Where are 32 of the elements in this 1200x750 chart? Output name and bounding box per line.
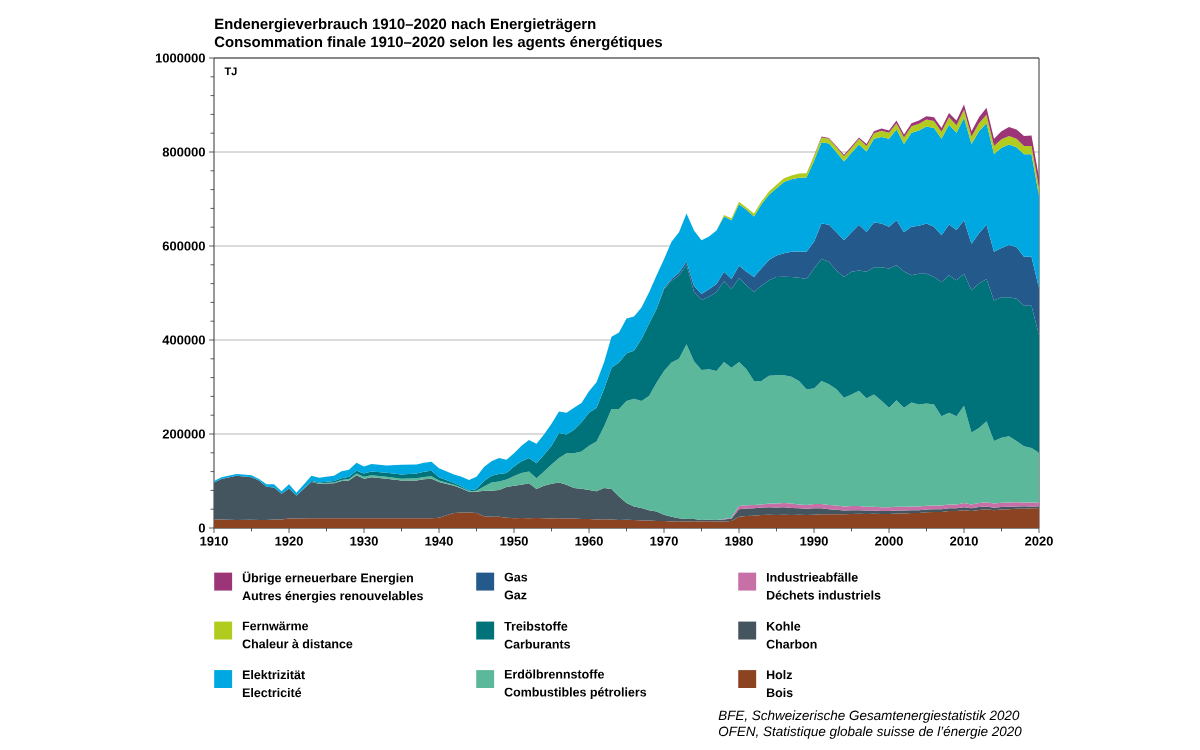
x-tick-label: 1910 <box>200 536 228 546</box>
y-tick-label: 400000 <box>162 335 205 345</box>
legend-label: Industrieabfälle Déchets industriels <box>766 572 881 600</box>
legend-label: Kohle Charbon <box>766 621 817 649</box>
x-tick-label: 1930 <box>350 536 378 546</box>
text: OFEN, Statistique globale suisse de l’énergie 2020 <box>718 726 1022 739</box>
text: BFE, Schweizerische Gesamtenergiestatistik 2020 <box>718 710 1020 723</box>
x-tick-label: 1920 <box>275 536 303 546</box>
y-tick-label: 800000 <box>162 147 205 157</box>
legend-label: Gas Gaz <box>504 572 528 600</box>
y-tick-label: 0 <box>198 523 205 533</box>
x-tick-label: 1940 <box>425 536 453 546</box>
x-tick-label: 1960 <box>575 536 603 546</box>
y-tick-label: 1000000 <box>155 53 205 63</box>
y-tick-label: 200000 <box>162 429 205 439</box>
legend-label: Treibstoffe Carburants <box>504 621 571 649</box>
x-tick-label: 1990 <box>800 536 828 546</box>
x-tick-label: 1950 <box>500 536 528 546</box>
chart-title: Endenergieverbrauch 1910–2020 nach Energieträgern <box>215 18 596 33</box>
legend-label: Erdölbrennstoffe Combustibles pétroliers <box>504 669 647 699</box>
legend-label: Holz Bois <box>766 670 793 698</box>
x-tick-label: 2020 <box>1025 536 1053 546</box>
legend-label: Elektrizität Electricité <box>242 670 305 698</box>
legend-label: Übrige erneuerbare Energien Autres énergies renouvelables <box>242 571 423 603</box>
x-tick-label: 1970 <box>650 536 678 546</box>
x-tick-label: 2010 <box>950 536 978 546</box>
y-tick-label: 600000 <box>162 241 205 251</box>
x-tick-label: 2000 <box>875 536 903 546</box>
x-tick-label: 1980 <box>725 536 753 546</box>
legend-label: Fernwärme Chaleur à distance <box>242 621 353 649</box>
y-axis-title: TJ <box>224 67 237 76</box>
chart-subtitle: Consommation finale 1910–2020 selon les agents énergétiques <box>214 36 663 51</box>
